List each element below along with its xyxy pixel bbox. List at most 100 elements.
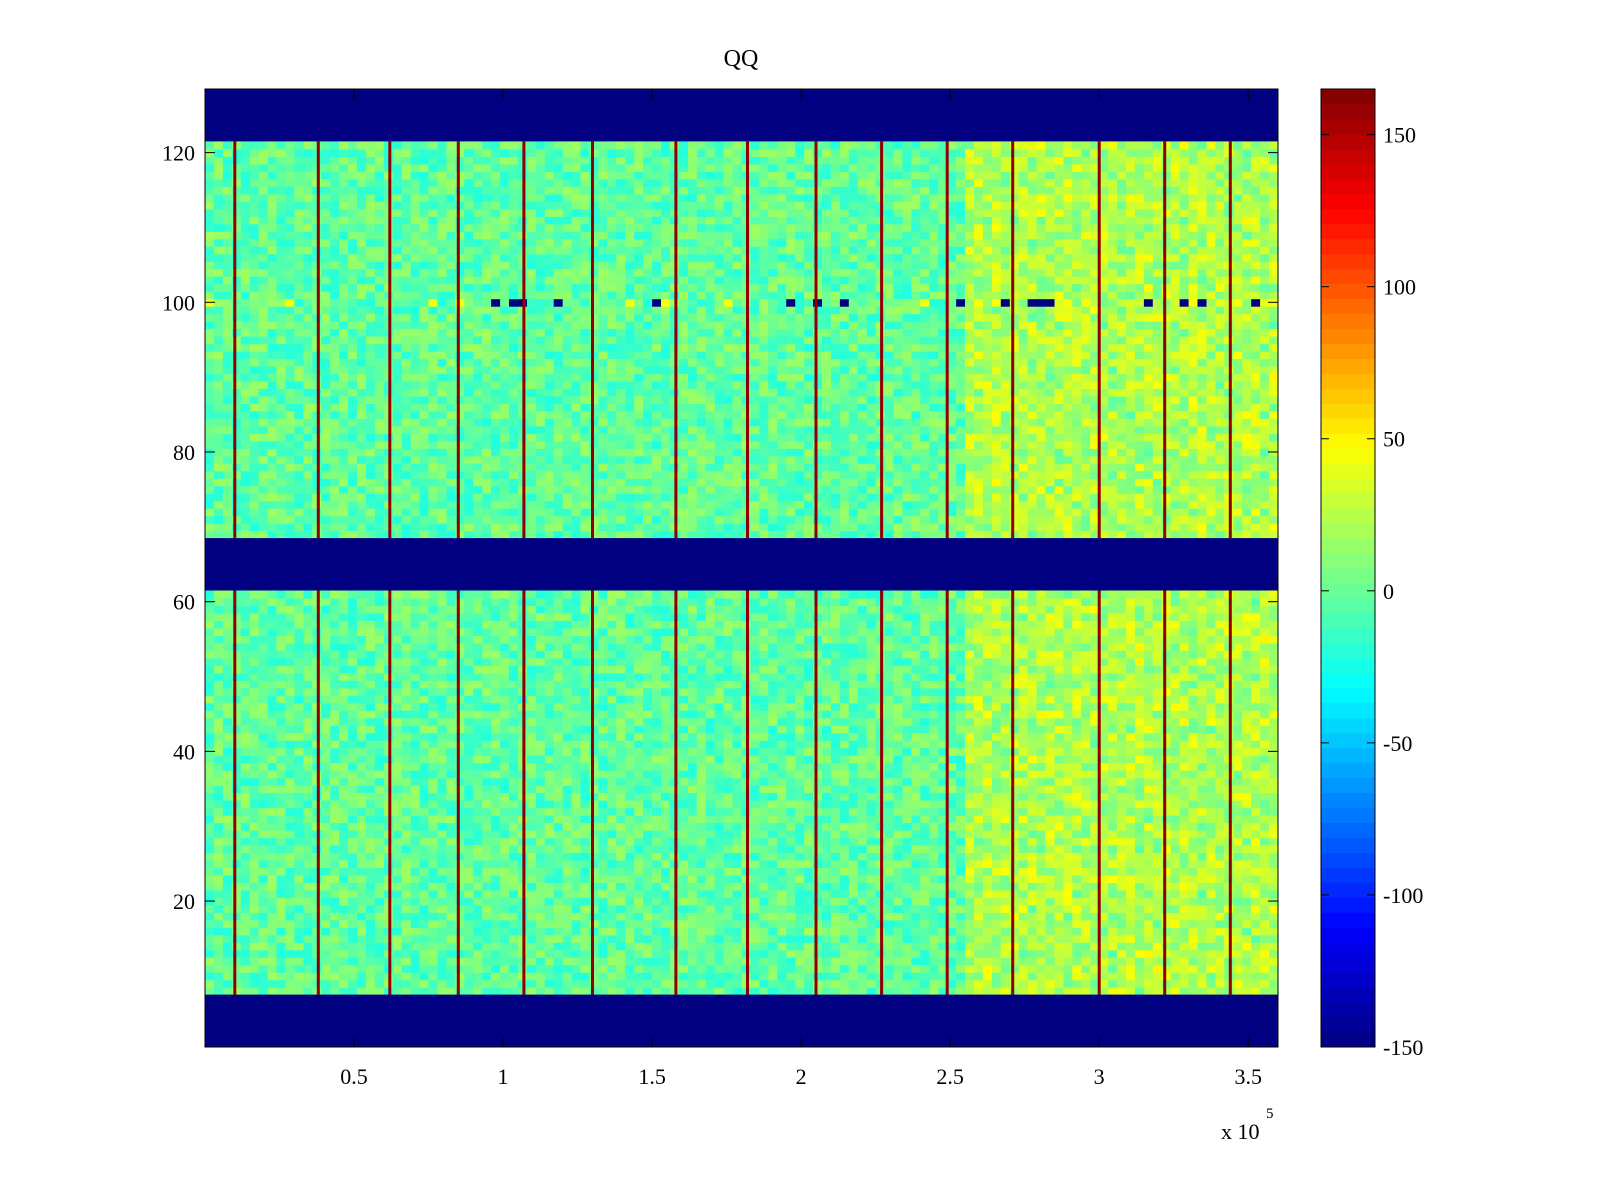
heatmap-cell bbox=[285, 725, 295, 734]
heatmap-cell bbox=[231, 852, 242, 861]
heatmap-cell bbox=[526, 882, 537, 891]
heatmap-cell bbox=[813, 702, 823, 711]
heatmap-cell bbox=[1108, 732, 1118, 741]
heatmap-cell bbox=[1215, 927, 1225, 936]
heatmap-cell bbox=[1152, 919, 1163, 928]
heatmap-cell bbox=[893, 919, 903, 928]
heatmap-cell bbox=[428, 867, 438, 876]
heatmap-cell bbox=[580, 830, 590, 839]
heatmap-cell bbox=[1188, 844, 1199, 853]
heatmap-cell bbox=[965, 987, 975, 996]
heatmap-cell bbox=[285, 747, 295, 756]
heatmap-cell bbox=[294, 800, 304, 809]
heatmap-cell bbox=[732, 792, 743, 801]
heatmap-cell bbox=[902, 725, 912, 734]
heatmap-cell bbox=[795, 770, 805, 779]
heatmap-cell bbox=[473, 710, 483, 719]
heatmap-cell bbox=[625, 882, 635, 891]
heatmap-cell bbox=[1054, 747, 1064, 756]
heatmap-cell bbox=[777, 755, 787, 764]
heatmap-cell bbox=[1009, 882, 1020, 891]
heatmap-cell bbox=[616, 755, 626, 764]
heatmap-cell bbox=[365, 912, 376, 921]
heatmap-cell bbox=[580, 874, 590, 883]
heatmap-cell bbox=[392, 717, 403, 726]
heatmap-cell bbox=[857, 807, 868, 816]
heatmap-cell bbox=[455, 972, 465, 981]
heatmap-cell bbox=[526, 710, 537, 719]
heatmap-cell bbox=[1117, 732, 1127, 741]
heatmap-cell bbox=[947, 964, 957, 973]
heatmap-cell bbox=[750, 770, 760, 779]
heatmap-cell bbox=[419, 732, 430, 741]
heatmap-cell bbox=[696, 859, 707, 868]
heatmap-cell bbox=[205, 867, 215, 876]
heatmap-cell bbox=[634, 949, 644, 958]
heatmap-cell bbox=[1108, 762, 1118, 771]
heatmap-cell bbox=[562, 987, 573, 996]
heatmap-cell bbox=[956, 919, 966, 928]
heatmap-cell bbox=[589, 755, 599, 764]
heatmap-cell bbox=[652, 987, 662, 996]
heatmap-cell bbox=[580, 897, 590, 906]
heatmap-cell bbox=[526, 919, 537, 928]
heatmap-cell bbox=[535, 830, 546, 839]
heatmap-cell bbox=[911, 987, 921, 996]
heatmap-cell bbox=[509, 710, 519, 719]
heatmap-cell bbox=[562, 889, 573, 898]
heatmap-cell bbox=[571, 927, 582, 936]
heatmap-cell bbox=[1099, 979, 1109, 988]
heatmap-cell bbox=[455, 785, 465, 794]
heatmap-cell bbox=[902, 972, 912, 981]
heatmap-cell bbox=[1152, 815, 1163, 824]
heatmap-cell bbox=[848, 680, 859, 689]
heatmap-cell bbox=[1269, 732, 1279, 741]
heatmap-cell bbox=[249, 927, 260, 936]
heatmap-cell bbox=[804, 807, 814, 816]
heatmap-cell bbox=[625, 800, 635, 809]
heatmap-cell bbox=[625, 740, 635, 749]
heatmap-cell bbox=[1126, 815, 1136, 824]
heatmap-cell bbox=[473, 777, 483, 786]
heatmap-cell bbox=[1188, 927, 1199, 936]
heatmap-cell bbox=[1197, 815, 1207, 824]
heatmap-cell bbox=[455, 874, 465, 883]
heatmap-cell bbox=[205, 800, 215, 809]
heatmap-cell bbox=[634, 912, 644, 921]
heatmap-cell bbox=[1269, 957, 1279, 966]
heatmap-cell bbox=[893, 859, 903, 868]
heatmap-cell bbox=[321, 837, 331, 846]
heatmap-cell bbox=[428, 964, 438, 973]
heatmap-cell bbox=[813, 725, 823, 734]
heatmap-cell bbox=[249, 800, 260, 809]
heatmap-cell bbox=[929, 874, 939, 883]
heatmap-cell bbox=[786, 979, 796, 988]
heatmap-cell bbox=[830, 755, 841, 764]
heatmap-cell bbox=[437, 837, 447, 846]
heatmap-cell bbox=[1054, 912, 1064, 921]
heatmap-cell bbox=[231, 897, 242, 906]
heatmap-cell bbox=[965, 770, 975, 779]
heatmap-cell bbox=[455, 934, 465, 943]
heatmap-cell bbox=[947, 777, 957, 786]
heatmap-cell bbox=[571, 904, 582, 913]
heatmap-cell bbox=[1108, 837, 1118, 846]
heatmap-cell bbox=[357, 934, 367, 943]
heatmap-cell bbox=[938, 942, 948, 951]
heatmap-cell bbox=[1063, 687, 1073, 696]
heatmap-cell bbox=[902, 949, 912, 958]
heatmap-cell bbox=[598, 702, 608, 711]
heatmap-cell bbox=[240, 987, 251, 996]
heatmap-cell bbox=[1170, 987, 1181, 996]
heatmap-cell bbox=[205, 859, 215, 868]
heatmap-cell bbox=[491, 852, 501, 861]
heatmap-cell bbox=[294, 747, 304, 756]
heatmap-cell bbox=[938, 747, 948, 756]
heatmap-cell bbox=[428, 695, 438, 704]
heatmap-cell bbox=[589, 732, 599, 741]
heatmap-cell bbox=[1009, 717, 1020, 726]
heatmap-cell bbox=[1117, 710, 1127, 719]
heatmap-cell bbox=[1072, 815, 1082, 824]
heatmap-cell bbox=[839, 934, 850, 943]
heatmap-cell bbox=[544, 725, 555, 734]
